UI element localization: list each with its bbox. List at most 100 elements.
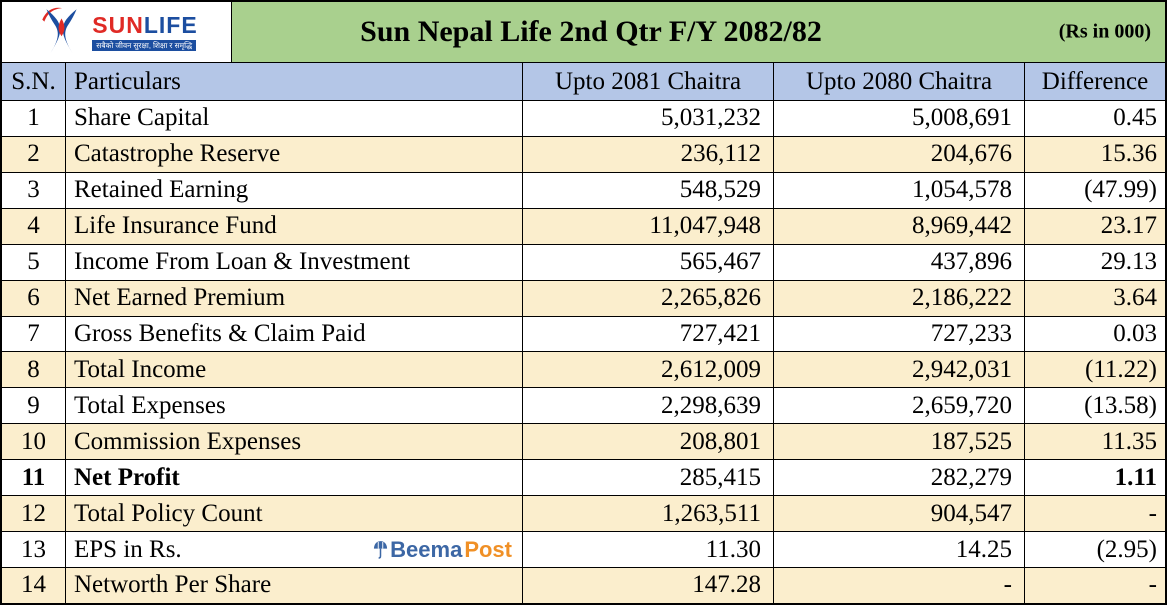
page-title: Sun Nepal Life 2nd Qtr F/Y 2082/82 (360, 15, 822, 48)
umbrella-icon (373, 540, 388, 559)
value-2081-cell: 11,047,948 (523, 208, 774, 244)
title-banner: Sun Nepal Life 2nd Qtr F/Y 2082/82 (Rs i… (232, 2, 1165, 62)
value-2081-cell: 548,529 (523, 172, 774, 208)
beemapost-watermark: Beema Post (373, 536, 512, 562)
sunlife-tagline: सबैको जीवन सुरक्षा, शिक्षा र समृद्धि (92, 39, 197, 51)
table-row: 11 Net Profit 285,415 282,279 1.11 (2, 460, 1165, 497)
table-row: 13 EPS in Rs. Beema Post 11.30 14.25 (2.95) (2, 532, 1165, 568)
value-2080-cell: 5,008,691 (774, 101, 1025, 136)
sunlife-logo: SUNLIFE सबैको जीवन सुरक्षा, शिक्षा र समृ… (2, 2, 232, 62)
value-2081-cell: 1,263,511 (523, 496, 774, 532)
table-header-row: S.N. Particulars Upto 2081 Chaitra Upto … (2, 63, 1165, 101)
sn-cell: 1 (2, 101, 66, 136)
table-row: 2 Catastrophe Reserve 236,112 204,676 15.36 (2, 136, 1165, 173)
difference-cell: (47.99) (1084, 176, 1157, 204)
sn-cell: 13 (2, 532, 66, 567)
value-2081-cell: 5,031,232 (523, 101, 774, 136)
difference-cell: - (1148, 499, 1157, 527)
particular-cell: Networth Per Share (66, 567, 523, 603)
table-row: 12 Total Policy Count 1,263,511 904,547 - (2, 496, 1165, 533)
value-2080-cell: 904,547 (774, 496, 1025, 532)
sn-cell: 4 (2, 208, 66, 244)
table-row: 10 Commission Expenses 208,801 187,525 11.35 (2, 424, 1165, 461)
value-2080-cell: 204,676 (774, 136, 1025, 172)
value-2080-cell: 2,659,720 (774, 388, 1025, 424)
difference-cell: 3.64 (1113, 284, 1157, 312)
value-2080-cell: 1,054,578 (774, 172, 1025, 208)
sn-cell: 10 (2, 424, 66, 460)
difference-cell: (2.95) (1096, 535, 1157, 563)
table-row: 8 Total Income 2,612,009 2,942,031 (11.22) (2, 352, 1165, 389)
sn-cell: 12 (2, 496, 66, 532)
sunlife-brand-name: SUNLIFE (92, 11, 198, 38)
col-header-upto-2081: Upto 2081 Chaitra (523, 63, 774, 100)
particular-cell: Share Capital (66, 101, 523, 136)
unit-note: (Rs in 000) (1058, 20, 1151, 43)
value-2081-cell: 565,467 (523, 244, 774, 280)
table-row: 6 Net Earned Premium 2,265,826 2,186,222 3.6… (2, 280, 1165, 317)
value-2080-cell: - (774, 567, 1025, 603)
sn-cell: 14 (2, 567, 66, 603)
difference-cell: 11.35 (1101, 427, 1157, 455)
value-2080-cell: 8,969,442 (774, 208, 1025, 244)
difference-cell: (11.22) (1085, 355, 1157, 383)
value-2080-cell: 2,186,222 (774, 280, 1025, 316)
sunlife-logo-text: SUNLIFE सबैको जीवन सुरक्षा, शिक्षा र समृ… (92, 11, 198, 51)
sn-cell: 8 (2, 352, 66, 388)
table-body: 1 Share Capital 5,031,232 5,008,691 0.45 2 Cat… (2, 101, 1165, 603)
particular-cell: Net Earned Premium (66, 280, 523, 316)
sn-cell: 9 (2, 388, 66, 424)
particular-cell: Gross Benefits & Claim Paid (66, 316, 523, 352)
difference-cell: (13.58) (1084, 391, 1157, 419)
value-2081-cell: 2,265,826 (523, 280, 774, 316)
beema-text: Beema (390, 536, 463, 562)
sn-cell: 2 (2, 136, 66, 172)
value-2081-cell: 727,421 (523, 316, 774, 352)
table-row: 9 Total Expenses 2,298,639 2,659,720 (13.58) (2, 388, 1165, 425)
difference-cell: 0.03 (1113, 319, 1157, 347)
value-2080-cell: 282,279 (774, 460, 1025, 496)
value-2081-cell: 2,612,009 (523, 352, 774, 388)
table-row: 5 Income From Loan & Investment 565,467 437… (2, 244, 1165, 281)
sn-cell: 3 (2, 172, 66, 208)
sn-cell: 7 (2, 316, 66, 352)
value-2081-cell: 2,298,639 (523, 388, 774, 424)
table-row: 1 Share Capital 5,031,232 5,008,691 0.45 (2, 101, 1165, 137)
difference-cell: 29.13 (1100, 248, 1157, 276)
particular-cell: Commission Expenses (66, 424, 523, 460)
value-2080-cell: 437,896 (774, 244, 1025, 280)
particular-cell: Catastrophe Reserve (66, 136, 523, 172)
value-2080-cell: 2,942,031 (774, 352, 1025, 388)
table-row: 7 Gross Benefits & Claim Paid 727,421 727,2… (2, 316, 1165, 353)
difference-cell: 15.36 (1100, 140, 1157, 168)
post-text: Post (464, 536, 512, 562)
difference-cell: - (1148, 571, 1157, 599)
table-row: 4 Life Insurance Fund 11,047,948 8,969,442 2… (2, 208, 1165, 245)
particular-cell: Retained Earning (66, 172, 523, 208)
value-2081-cell: 147.28 (523, 567, 774, 603)
sn-cell: 5 (2, 244, 66, 280)
particular-cell: EPS in Rs. Beema Post (66, 532, 523, 567)
particular-cell: Net Profit (66, 460, 523, 496)
value-2080-cell: 187,525 (774, 424, 1025, 460)
value-2080-cell: 14.25 (774, 532, 1025, 567)
table-row: 3 Retained Earning 548,529 1,054,578 (47.99) (2, 172, 1165, 209)
top-banner: SUNLIFE सबैको जीवन सुरक्षा, शिक्षा र समृ… (2, 2, 1165, 63)
value-2081-cell: 208,801 (523, 424, 774, 460)
col-header-upto-2080: Upto 2080 Chaitra (774, 63, 1025, 100)
particular-cell: Income From Loan & Investment (66, 244, 523, 280)
particular-cell: Life Insurance Fund (66, 208, 523, 244)
col-header-particulars: Particulars (66, 63, 523, 100)
sn-cell: 6 (2, 280, 66, 316)
particular-cell: Total Expenses (66, 388, 523, 424)
difference-cell: 23.17 (1100, 212, 1157, 240)
particular-cell: Total Policy Count (66, 496, 523, 532)
particular-cell: Total Income (66, 352, 523, 388)
col-header-difference: Difference (1041, 67, 1149, 95)
sn-cell: 11 (2, 460, 66, 496)
value-2080-cell: 727,233 (774, 316, 1025, 352)
value-2081-cell: 236,112 (523, 136, 774, 172)
sunlife-flame-icon (35, 3, 87, 62)
value-2081-cell: 285,415 (523, 460, 774, 496)
